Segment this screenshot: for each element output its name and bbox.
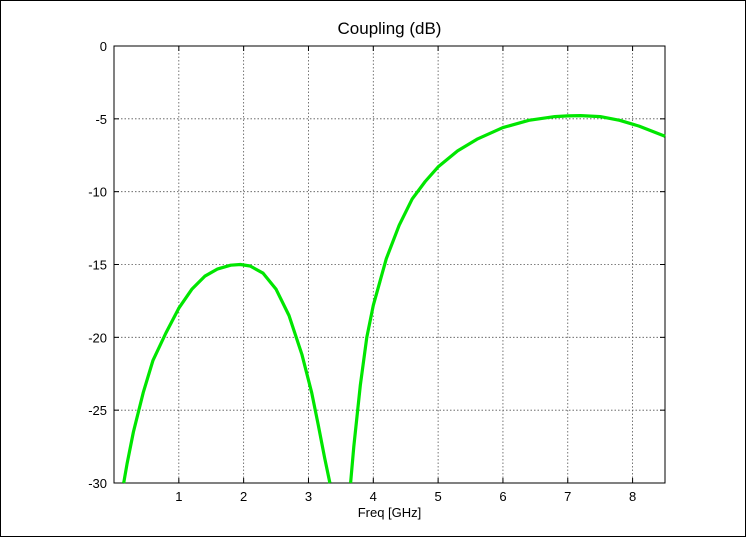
- axes-box: [113, 45, 666, 484]
- chart-title: Coupling (dB): [338, 19, 442, 38]
- y-tick-label: 0: [100, 39, 107, 54]
- x-tick-label: 8: [629, 489, 636, 504]
- coupling-series-line: [122, 262, 332, 484]
- x-tick-label: 4: [370, 489, 377, 504]
- x-axis-label: Freq [GHz]: [358, 505, 422, 520]
- y-tick-label: -15: [88, 258, 107, 273]
- y-tick-label: -30: [88, 476, 107, 491]
- grid: [114, 46, 665, 483]
- x-tick-label: 1: [175, 489, 182, 504]
- y-tick-label: -5: [95, 112, 107, 127]
- x-tick-label: 6: [499, 489, 506, 504]
- x-tick-label: 5: [435, 489, 442, 504]
- x-tick-label: 2: [240, 489, 247, 504]
- x-tick-label: 3: [305, 489, 312, 504]
- y-tick-label: -10: [88, 185, 107, 200]
- coupling-series-line: [349, 114, 666, 484]
- y-tick-labels: 0 -5 -10 -15 -20 -25 -30: [88, 39, 107, 491]
- series: [122, 114, 666, 484]
- x-tick-label: 7: [564, 489, 571, 504]
- y-tick-label: -20: [88, 330, 107, 345]
- y-tick-label: -25: [88, 403, 107, 418]
- tick-marks: [114, 45, 665, 484]
- x-tick-labels: 1 2 3 4 5 6 7 8: [175, 489, 636, 504]
